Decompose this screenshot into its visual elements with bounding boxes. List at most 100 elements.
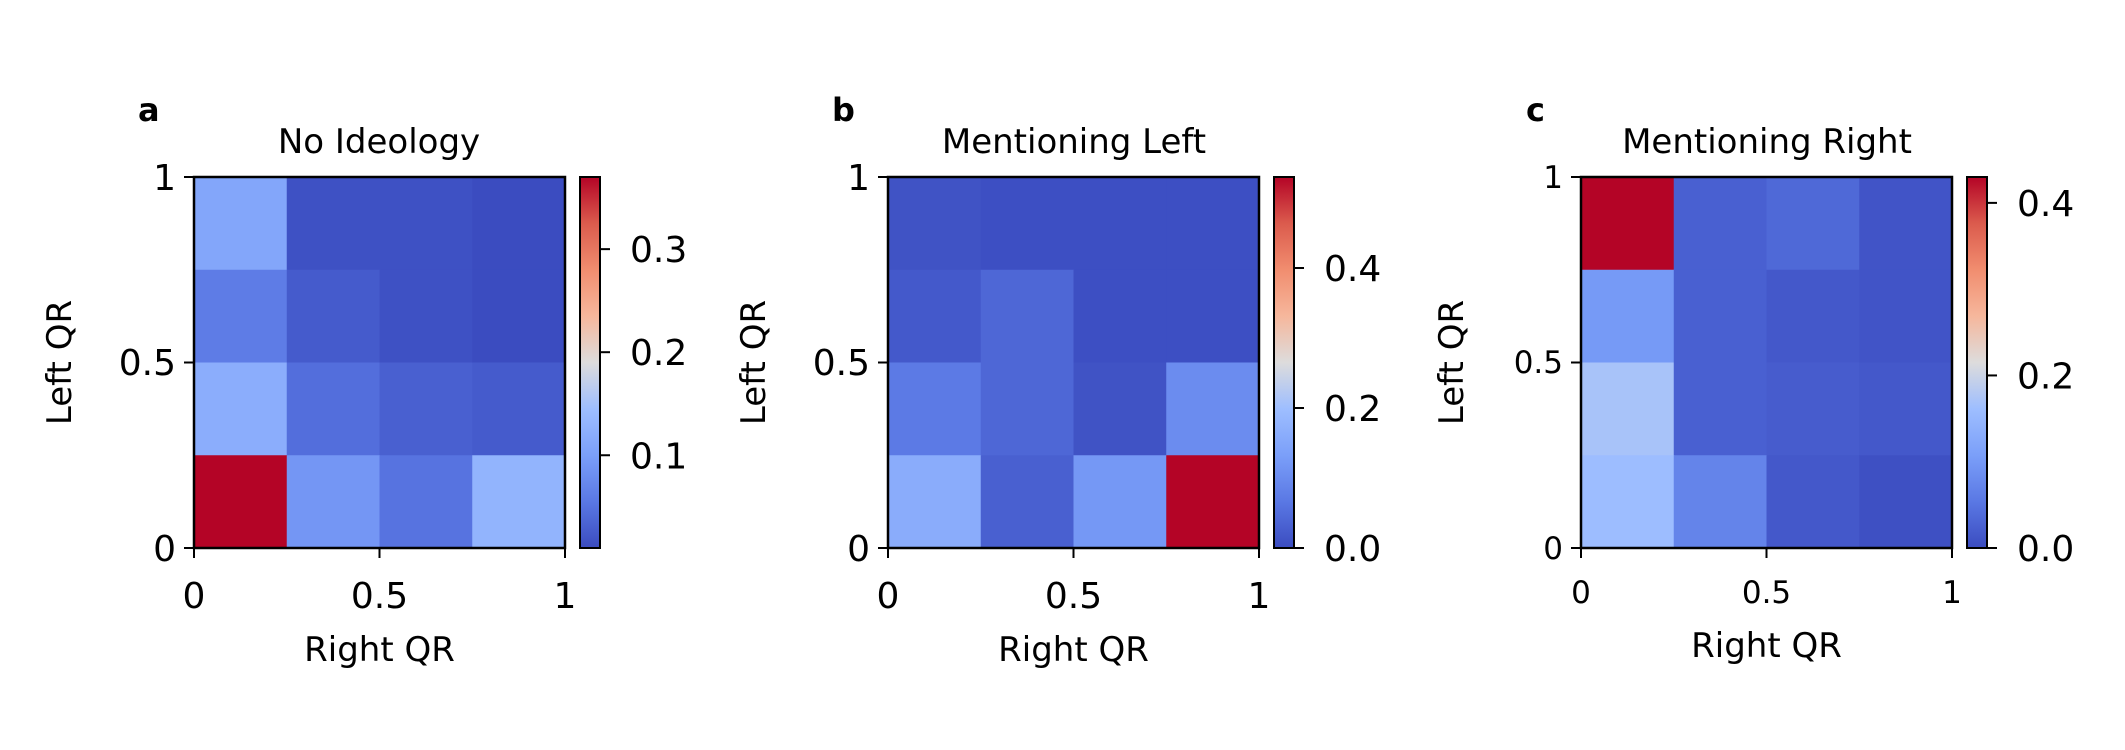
y-tick-label: 0 xyxy=(847,529,870,570)
heatmap-cell xyxy=(1859,455,1953,549)
heatmap-cell xyxy=(1766,269,1860,364)
heatmap-cell xyxy=(379,177,473,271)
colorbar-tick-label: 0.2 xyxy=(630,333,687,374)
heatmap-cell xyxy=(194,455,288,549)
colorbar: 0.0 0.2 0.4 xyxy=(1966,176,2074,570)
colorbar-gradient xyxy=(1273,176,1295,549)
heatmap-cell xyxy=(286,455,381,549)
y-tick-label: 0.5 xyxy=(119,343,176,384)
heatmap-cell xyxy=(1859,177,1953,271)
panel-label: b xyxy=(832,91,855,129)
colorbar-tick-label: 0.4 xyxy=(2017,184,2074,225)
heatmap-cell xyxy=(980,362,1075,456)
heatmap-cell xyxy=(1673,177,1768,271)
heatmap-cell xyxy=(1166,455,1260,549)
x-tick-label: 0 xyxy=(1571,575,1591,611)
y-axis-label: Left QR xyxy=(40,300,80,425)
x-tick-label: 0.5 xyxy=(1742,575,1791,611)
colorbar: 0.0 0.2 0.4 xyxy=(1273,176,1381,570)
x-ticks: 0 0.5 1 xyxy=(877,548,1271,617)
heatmap-cell xyxy=(1673,269,1768,364)
heatmap-cell xyxy=(1581,455,1675,549)
x-ticks: 0 0.5 1 xyxy=(1571,548,1962,611)
panel-c: c Mentioning Right 0 0.5 1 0 0.5 1 Right… xyxy=(1432,91,2074,666)
heatmap-cell xyxy=(1581,177,1675,271)
heatmap-cell xyxy=(1166,177,1260,271)
heatmap-cell xyxy=(980,177,1075,271)
chart-title: No Ideology xyxy=(278,122,480,162)
x-tick-label: 1 xyxy=(554,576,577,617)
heatmap-cell xyxy=(194,362,288,456)
colorbar-tick-label: 0.2 xyxy=(2017,356,2074,397)
y-tick-label: 1 xyxy=(847,158,870,199)
heatmap-cell xyxy=(888,362,982,456)
heatmap-cell xyxy=(1766,362,1860,456)
heatmap-cell xyxy=(194,177,288,271)
heatmap-cell xyxy=(1673,362,1768,456)
heatmap-cell xyxy=(1166,269,1260,364)
x-tick-label: 0 xyxy=(877,576,900,617)
colorbar: 0.1 0.2 0.3 xyxy=(579,176,687,549)
heatmap-cell xyxy=(888,177,982,271)
x-tick-label: 0.5 xyxy=(351,576,408,617)
heatmap-cell xyxy=(1859,269,1953,364)
heatmap-cell xyxy=(1073,177,1167,271)
chart-title: Mentioning Left xyxy=(942,122,1206,162)
colorbar-tick-label: 0.0 xyxy=(1324,529,1381,570)
colorbar-tick-label: 0.4 xyxy=(1324,249,1381,290)
heatmap-cell xyxy=(1073,455,1167,549)
heatmap-cell xyxy=(888,269,982,364)
panel-label: a xyxy=(138,91,160,129)
heatmap-cell xyxy=(980,455,1075,549)
colorbar-gradient xyxy=(1966,176,1988,549)
heatmap-cell xyxy=(472,455,566,549)
y-ticks: 0 0.5 1 xyxy=(1514,160,1581,567)
panel-a: a No Ideology 0 0.5 1 0 0.5 1 Right QR L… xyxy=(40,91,687,670)
heatmap-cell xyxy=(1766,455,1860,549)
heatmap-cell xyxy=(1766,177,1860,271)
chart-title: Mentioning Right xyxy=(1622,122,1912,162)
heatmap-cell xyxy=(286,269,381,364)
y-axis-label: Left QR xyxy=(1432,300,1472,425)
y-tick-label: 0 xyxy=(1543,531,1563,567)
heatmap-cell xyxy=(980,269,1075,364)
heatmap-cell xyxy=(194,269,288,364)
heatmap-cell xyxy=(472,177,566,271)
heatmap-cell xyxy=(472,269,566,364)
x-tick-label: 1 xyxy=(1248,576,1271,617)
heatmap-cell xyxy=(1673,455,1768,549)
colorbar-tick-label: 0.3 xyxy=(630,230,687,271)
x-axis-label: Right QR xyxy=(998,630,1149,670)
y-ticks: 0 0.5 1 xyxy=(813,158,888,570)
x-axis-label: Right QR xyxy=(1691,626,1842,666)
heatmap-cell xyxy=(472,362,566,456)
panel-label: c xyxy=(1526,91,1545,129)
heatmap-cell xyxy=(1073,269,1167,364)
y-axis-label: Left QR xyxy=(734,300,774,425)
heatmap-cell xyxy=(1073,362,1167,456)
x-axis-label: Right QR xyxy=(304,630,455,670)
y-tick-label: 1 xyxy=(1543,160,1563,196)
colorbar-tick-label: 0.1 xyxy=(630,436,687,477)
x-tick-label: 0.5 xyxy=(1045,576,1102,617)
heatmap-cell xyxy=(888,455,982,549)
y-tick-label: 0.5 xyxy=(813,343,870,384)
x-tick-label: 0 xyxy=(183,576,206,617)
heatmap-cell xyxy=(1581,362,1675,456)
colorbar-gradient xyxy=(579,176,601,549)
heatmap-cell xyxy=(286,177,381,271)
y-ticks: 0 0.5 1 xyxy=(119,158,194,570)
heatmap-cell xyxy=(1859,362,1953,456)
x-ticks: 0 0.5 1 xyxy=(183,548,577,617)
heatmap-cell xyxy=(379,269,473,364)
colorbar-tick-label: 0.2 xyxy=(1324,389,1381,430)
heatmap-cell xyxy=(379,455,473,549)
y-tick-label: 1 xyxy=(153,158,176,199)
panel-b: b Mentioning Left 0 0.5 1 0 0.5 1 Right … xyxy=(734,91,1381,670)
heatmap-cell xyxy=(286,362,381,456)
y-tick-label: 0 xyxy=(153,529,176,570)
x-tick-label: 1 xyxy=(1942,575,1962,611)
y-tick-label: 0.5 xyxy=(1514,345,1563,381)
heatmap-cell xyxy=(1581,269,1675,364)
